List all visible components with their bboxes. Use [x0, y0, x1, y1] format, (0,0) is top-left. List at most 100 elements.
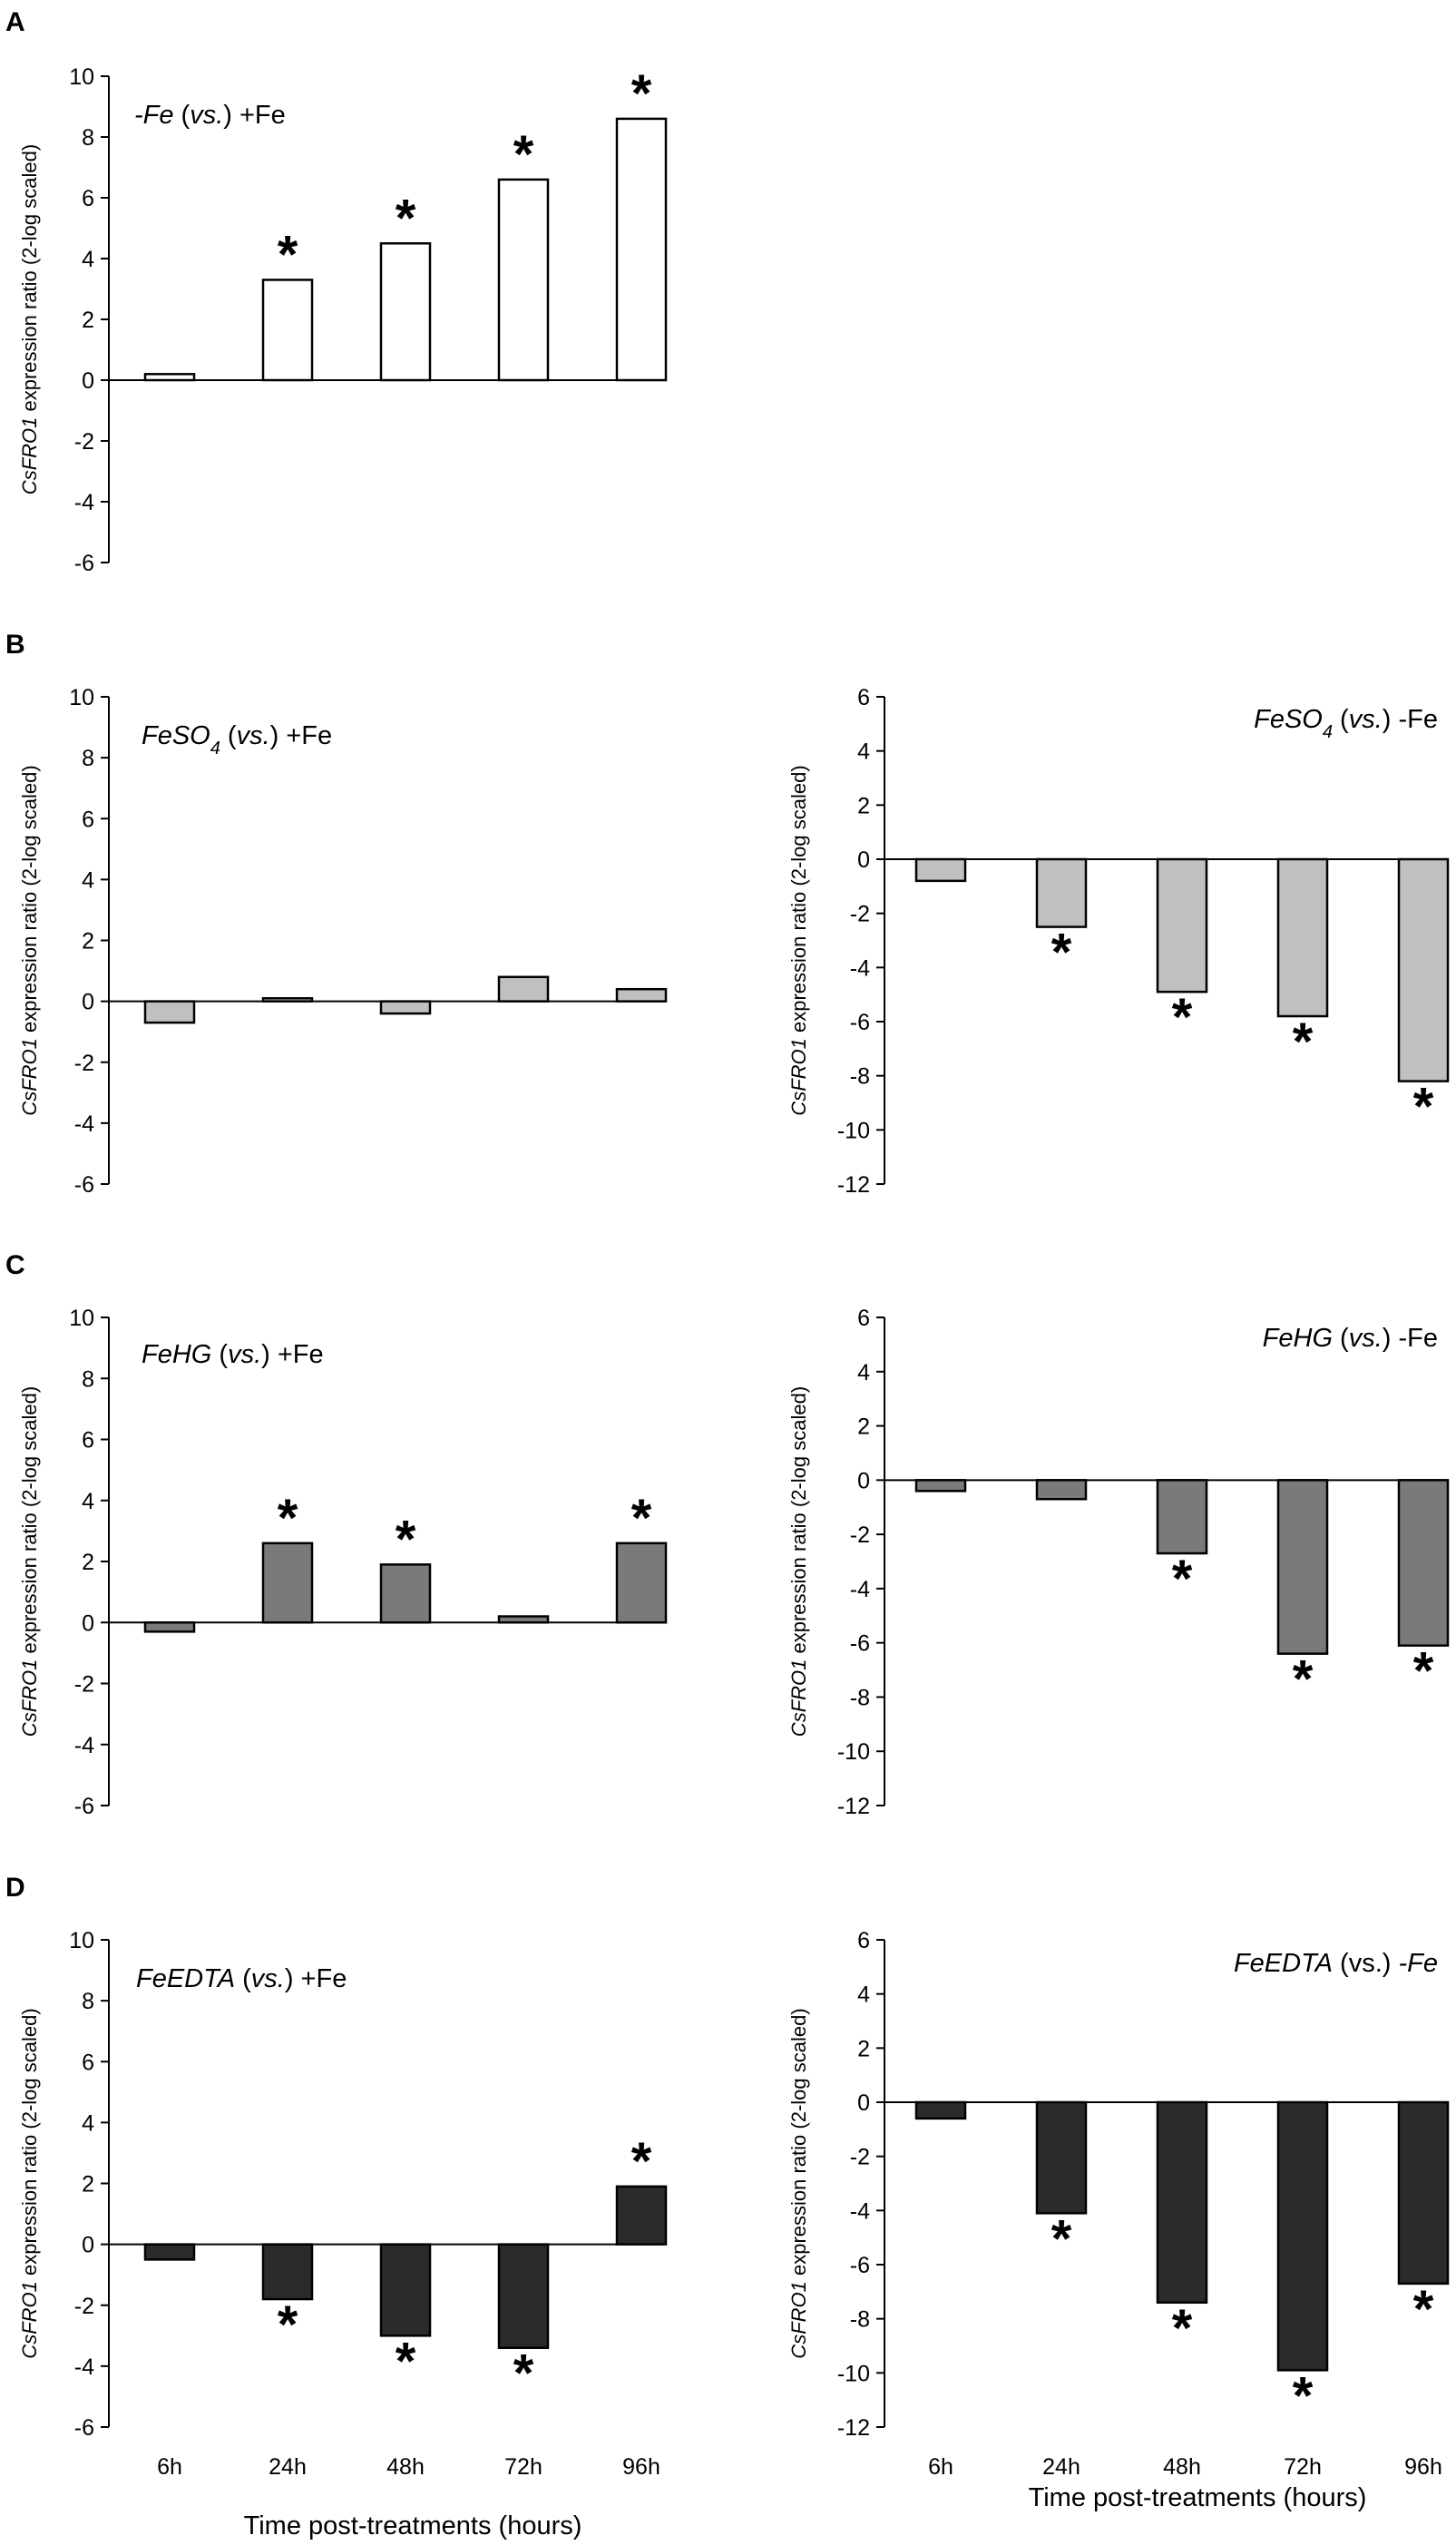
- y-tick-label: -2: [74, 1051, 94, 1076]
- panel-letter-a: A: [5, 7, 25, 37]
- bar-6h: [914, 1479, 967, 1493]
- bar-72h: [1276, 857, 1329, 1018]
- bar-48h: [379, 1000, 432, 1015]
- y-tick-label: 6: [82, 807, 94, 832]
- y-tick-label: 8: [82, 746, 94, 771]
- y-tick-label: 6: [857, 1928, 870, 1953]
- bar-6h: [914, 2100, 967, 2120]
- significance-star: *: [1293, 1650, 1314, 1709]
- y-tick-label: 0: [82, 1610, 94, 1636]
- y-axis-label-part: expression ratio (2-log scaled): [18, 144, 41, 417]
- y-axis-label: CsFRO1 expression ratio (2-log scaled): [18, 765, 41, 1115]
- chart-title: FeHG (vs.) -Fe: [1263, 1324, 1438, 1353]
- significance-star: *: [278, 1489, 298, 1548]
- y-axis-label-part: CsFRO1: [18, 417, 41, 495]
- y-tick-label: -12: [837, 1794, 870, 1819]
- chart-title-part: ) +Fe: [261, 1340, 324, 1369]
- y-axis-label: CsFRO1 expression ratio (2-log scaled): [18, 2008, 41, 2358]
- y-tick-label: 10: [69, 685, 94, 710]
- y-axis-label-part: CsFRO1: [787, 1659, 810, 1737]
- x-axis-label: Time post-treatments (hours): [1029, 2483, 1367, 2512]
- bar-96h: [615, 117, 668, 382]
- bar-6h: [143, 1621, 196, 1633]
- y-axis-label-part: expression ratio (2-log scaled): [787, 1386, 810, 1659]
- y-tick-label: -6: [850, 2253, 870, 2278]
- panel-letter-b: B: [5, 630, 25, 660]
- chart-title-part: 4: [210, 739, 220, 759]
- chart-c-right: -12 -10 -8 -6 -4 -2 0 2 4 6 * * * FeHG (vs.) -Fe CsFRO…: [787, 1306, 1450, 1819]
- chart-title-part: vs.: [237, 721, 270, 750]
- bar-72h: [497, 975, 550, 1003]
- significance-star: *: [1413, 1078, 1434, 1137]
- y-axis-label-part: expression ratio (2-log scaled): [787, 2008, 810, 2281]
- significance-star: *: [1293, 2366, 1314, 2425]
- y-tick-label: 6: [857, 1306, 870, 1331]
- significance-star: *: [1172, 988, 1193, 1047]
- chart-title-part: ) +Fe: [223, 101, 286, 130]
- significance-star: *: [631, 2132, 652, 2191]
- significance-star: *: [1172, 2299, 1193, 2358]
- significance-star: *: [396, 2332, 416, 2391]
- y-axis-label: CsFRO1 expression ratio (2-log scaled): [787, 765, 810, 1115]
- y-tick-label: 8: [82, 1989, 94, 2014]
- y-tick-label: 10: [69, 64, 94, 90]
- bar-48h: [1156, 857, 1208, 994]
- y-tick-label: -4: [74, 490, 94, 515]
- chart-title: FeEDTA (vs.) +Fe: [136, 1964, 347, 1993]
- x-tick-label: 48h: [386, 2454, 425, 2480]
- y-tick-label: 2: [82, 929, 94, 954]
- y-tick-label: 2: [82, 2172, 94, 2198]
- bar-72h: [497, 1615, 550, 1624]
- chart-a: -6 -4 -2 0 2 4 6 8 10 * * * * -Fe (vs.) +Fe CsFRO1 exp…: [18, 64, 668, 576]
- bar-48h: [1156, 1479, 1208, 1555]
- bar-96h: [615, 2185, 668, 2246]
- y-axis-label: CsFRO1 expression ratio (2-log scaled): [787, 2008, 810, 2358]
- chart-title-part: (: [235, 1964, 251, 1993]
- y-tick-label: -4: [850, 955, 870, 981]
- bar-72h: [497, 2243, 550, 2349]
- x-tick-label: 24h: [269, 2454, 307, 2480]
- y-tick-label: 0: [82, 990, 94, 1015]
- chart-title: FeHG (vs.) +Fe: [142, 1340, 324, 1369]
- y-tick-label: 2: [857, 1414, 870, 1440]
- x-tick-label: 6h: [157, 2454, 182, 2480]
- bar-72h: [497, 178, 550, 382]
- significance-star: *: [1172, 1550, 1193, 1609]
- chart-title-part: vs.: [251, 1964, 285, 1993]
- y-tick-label: -6: [74, 1172, 94, 1198]
- chart-title-part: ) -Fe: [1383, 705, 1438, 734]
- significance-star: *: [1051, 2209, 1072, 2268]
- bar-24h: [1035, 2100, 1088, 2215]
- bar-96h: [615, 1542, 668, 1624]
- y-tick-label: -2: [850, 1522, 870, 1548]
- y-tick-label: -10: [837, 1118, 870, 1143]
- y-tick-label: -6: [850, 1010, 870, 1035]
- y-axis-label-part: CsFRO1: [18, 1038, 41, 1116]
- chart-title-part: ) -Fe: [1383, 1324, 1438, 1353]
- significance-star: *: [1051, 924, 1072, 983]
- y-tick-label: 0: [857, 1468, 870, 1493]
- y-axis-label-part: CsFRO1: [18, 1659, 41, 1737]
- chart-c-left: -6 -4 -2 0 2 4 6 8 10 * * * FeHG (vs.) +Fe CsFRO1 exp…: [18, 1306, 668, 1819]
- chart-title-part: ) +Fe: [270, 721, 333, 750]
- panel-letter-c: C: [5, 1250, 25, 1280]
- chart-title-part: (: [220, 721, 237, 750]
- y-tick-label: 6: [82, 2050, 94, 2075]
- bar-72h: [1276, 2100, 1329, 2372]
- chart-title-part: (: [1333, 1324, 1349, 1353]
- chart-title: FeSO4 (vs.) +Fe: [142, 721, 332, 759]
- bar-72h: [1276, 1479, 1329, 1655]
- chart-title-part: FeSO: [142, 721, 210, 750]
- y-tick-label: 4: [82, 247, 94, 272]
- significance-star: *: [513, 2344, 534, 2403]
- y-tick-label: 2: [857, 793, 870, 818]
- chart-title-part: FeEDTA: [1234, 1949, 1333, 1978]
- y-axis-label-part: expression ratio (2-log scaled): [787, 765, 810, 1038]
- y-tick-label: -10: [837, 1739, 870, 1765]
- chart-title-part: -Fe: [1399, 1949, 1439, 1978]
- y-axis-label-part: expression ratio (2-log scaled): [18, 2008, 41, 2281]
- bar-96h: [1397, 2100, 1450, 2286]
